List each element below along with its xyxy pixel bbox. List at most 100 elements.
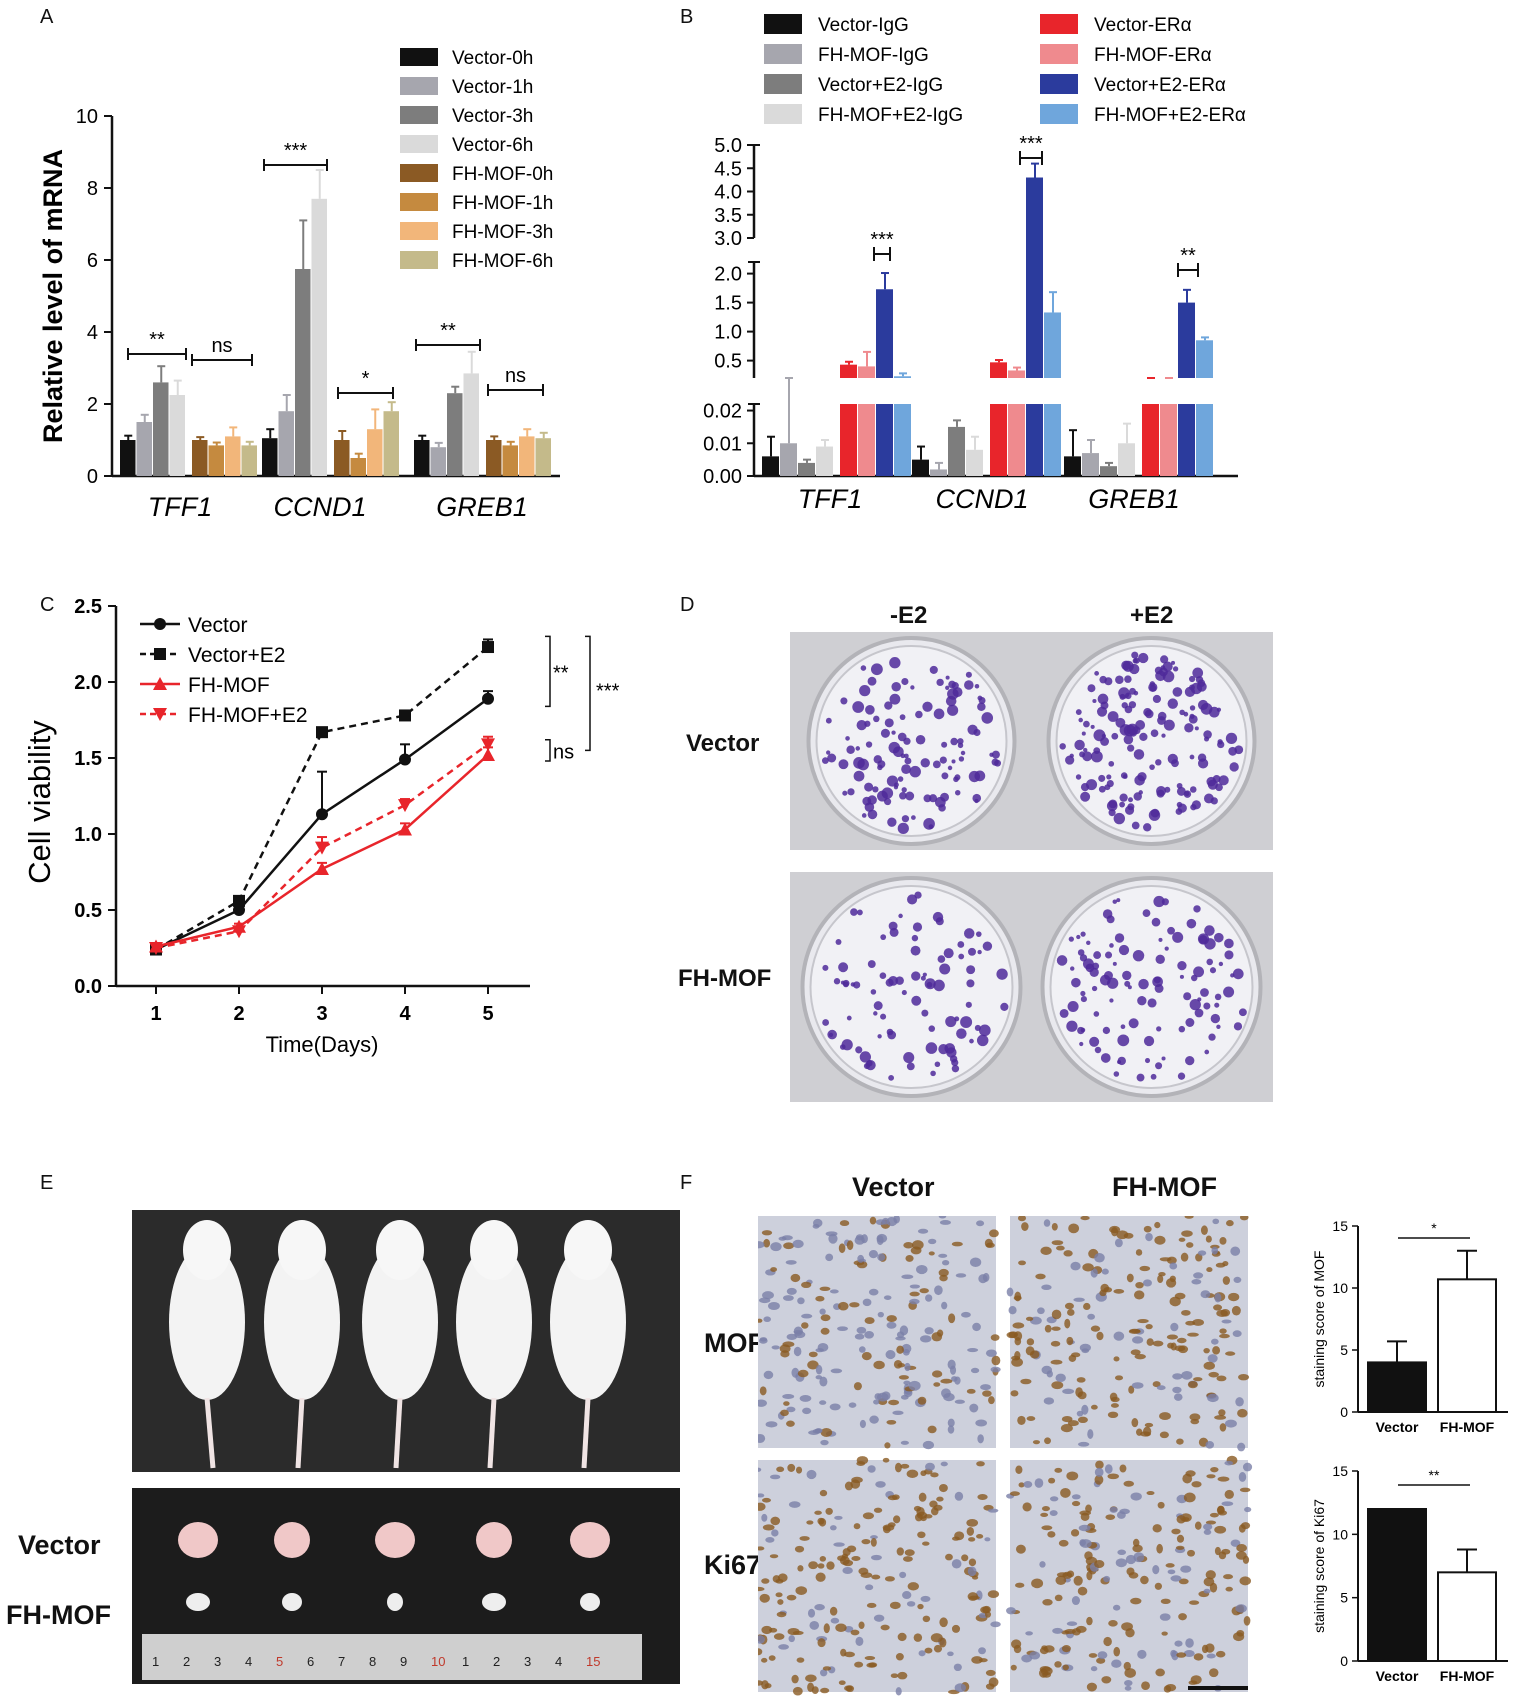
ruler-number: 1	[462, 1654, 469, 1669]
nucleus	[793, 1346, 802, 1357]
data-point	[481, 738, 495, 752]
nucleus	[891, 1494, 900, 1500]
colony	[1198, 935, 1208, 944]
nucleus	[938, 1253, 948, 1258]
nucleus	[924, 1647, 933, 1654]
nucleus	[1094, 1467, 1104, 1477]
significance-label: **	[440, 320, 456, 342]
nucleus	[1169, 1296, 1181, 1307]
colony	[1083, 747, 1088, 753]
significance-label: **	[553, 662, 569, 684]
legend-label: Vector+E2	[188, 644, 285, 667]
y-tick-label: 4.0	[714, 182, 742, 204]
nucleus	[874, 1393, 882, 1400]
nucleus	[969, 1403, 979, 1413]
colony	[939, 756, 947, 764]
nucleus	[809, 1620, 820, 1630]
chart-c-viability-line-chart: 0.0 0.5 1.0 1.5 2.0 2.5 1 2 3 4 5 Time(Days) Cell vi…	[22, 596, 620, 1057]
nucleus	[1017, 1415, 1026, 1425]
colony	[982, 941, 993, 951]
nucleus	[1154, 1221, 1161, 1229]
tumor-vector	[570, 1522, 610, 1558]
colony	[1167, 698, 1178, 709]
nucleus	[1146, 1338, 1154, 1346]
colony	[1080, 996, 1087, 1003]
colony	[1229, 762, 1239, 772]
nucleus	[1010, 1390, 1019, 1397]
nucleus	[805, 1674, 817, 1683]
nucleus	[820, 1427, 833, 1437]
colony	[1189, 705, 1196, 711]
nucleus	[1176, 1514, 1186, 1524]
colony	[1177, 960, 1187, 971]
bar	[262, 438, 278, 476]
y-tick-label: 8	[87, 178, 98, 200]
nucleus	[819, 1308, 826, 1315]
nucleus	[820, 1314, 831, 1322]
colony	[958, 953, 965, 960]
nucleus	[982, 1390, 992, 1397]
nucleus	[869, 1415, 879, 1424]
colony	[965, 671, 972, 678]
nucleus	[1125, 1554, 1137, 1565]
legend-swatch	[764, 44, 802, 64]
nucleus	[817, 1638, 826, 1648]
nucleus	[1080, 1216, 1090, 1221]
colony	[850, 908, 858, 916]
nucleus	[1232, 1330, 1242, 1338]
nucleus	[1170, 1575, 1182, 1582]
y-tick-label: 3.5	[714, 205, 742, 227]
nucleus	[1113, 1289, 1125, 1294]
nucleus	[779, 1344, 791, 1353]
colony	[1204, 925, 1215, 936]
bar	[1008, 370, 1025, 378]
colony	[1206, 958, 1214, 966]
colony	[1214, 993, 1222, 1001]
nucleus	[801, 1322, 809, 1329]
nucleus	[865, 1584, 874, 1591]
nucleus	[1090, 1325, 1101, 1332]
y-tick-label: 1.0	[714, 322, 742, 344]
legend-swatch	[400, 222, 438, 240]
colony	[1197, 679, 1206, 687]
nucleus	[1075, 1387, 1083, 1398]
nucleus	[884, 1576, 895, 1582]
colony	[954, 1016, 960, 1022]
significance-bracket	[545, 739, 551, 762]
ruler-number: 6	[307, 1654, 314, 1669]
nucleus	[801, 1313, 813, 1319]
nucleus	[1119, 1464, 1127, 1473]
nucleus	[1133, 1290, 1145, 1300]
nucleus	[1063, 1250, 1073, 1257]
ihc-col-label-fh-mof: FH-MOF	[1112, 1172, 1217, 1202]
nucleus	[819, 1669, 828, 1677]
nucleus	[1054, 1661, 1062, 1668]
colony	[968, 947, 976, 956]
colony	[901, 990, 907, 996]
nucleus	[870, 1538, 877, 1547]
nucleus	[1130, 1492, 1142, 1501]
colony	[884, 718, 894, 728]
nucleus	[1222, 1276, 1230, 1285]
nucleus	[761, 1578, 770, 1584]
nucleus	[1161, 1631, 1168, 1636]
nucleus	[1169, 1262, 1178, 1270]
colony	[1117, 1056, 1126, 1066]
colony	[901, 677, 909, 686]
nucleus	[1213, 1304, 1223, 1311]
colony	[867, 960, 876, 968]
nucleus	[966, 1518, 979, 1527]
legend-label: Vector-6h	[452, 135, 533, 156]
nucleus	[792, 1239, 804, 1249]
nucleus	[758, 1318, 763, 1323]
legend-label: Vector-0h	[452, 48, 533, 69]
bar	[894, 376, 911, 378]
colony	[957, 738, 964, 745]
colony	[846, 1015, 852, 1021]
legend-swatch	[400, 135, 438, 153]
nucleus	[1026, 1338, 1035, 1346]
nucleus	[1043, 1219, 1051, 1227]
mouse-body	[169, 1244, 245, 1400]
nucleus	[763, 1316, 771, 1323]
colony	[901, 815, 910, 823]
